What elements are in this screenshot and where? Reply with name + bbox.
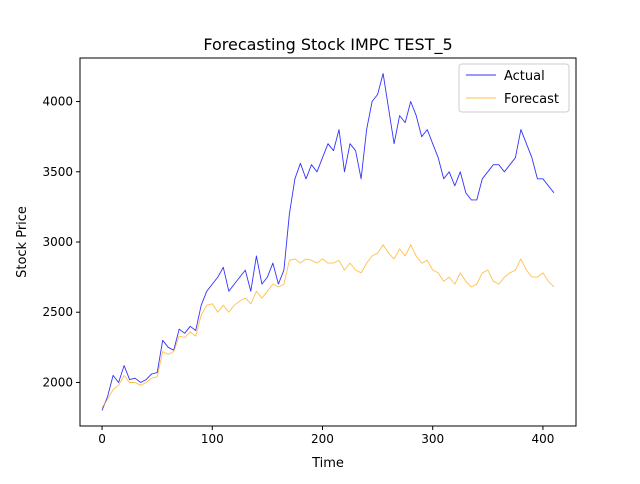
legend-box	[458, 63, 570, 113]
series-layer	[101, 73, 555, 411]
y-axis-label: Stock Price	[15, 206, 30, 278]
legend: Actual Forecast	[458, 63, 570, 113]
legend-label-forecast: Forecast	[504, 92, 559, 107]
x-axis-label: Time	[311, 456, 344, 471]
x-tick-label: 100	[201, 432, 224, 446]
y-tick-label: 3000	[42, 235, 73, 249]
series-line-forecast	[101, 244, 555, 408]
y-tick-label: 2000	[42, 375, 73, 389]
legend-label-actual: Actual	[504, 69, 545, 84]
x-tick-label: 200	[311, 432, 334, 446]
x-tick-label: 300	[421, 432, 444, 446]
plot-area-frame	[79, 57, 577, 427]
x-tick-label: 400	[531, 432, 554, 446]
x-axis: 0 100 200 300 400	[98, 426, 554, 446]
y-tick-label: 2500	[42, 305, 73, 319]
series-line-actual	[101, 73, 555, 411]
chart-title: Forecasting Stock IMPC TEST_5	[203, 35, 452, 55]
x-tick-label: 0	[98, 432, 106, 446]
y-tick-label: 4000	[42, 95, 73, 109]
y-tick-label: 3500	[42, 165, 73, 179]
y-axis: 2000 2500 3000 3500 4000	[42, 95, 80, 389]
